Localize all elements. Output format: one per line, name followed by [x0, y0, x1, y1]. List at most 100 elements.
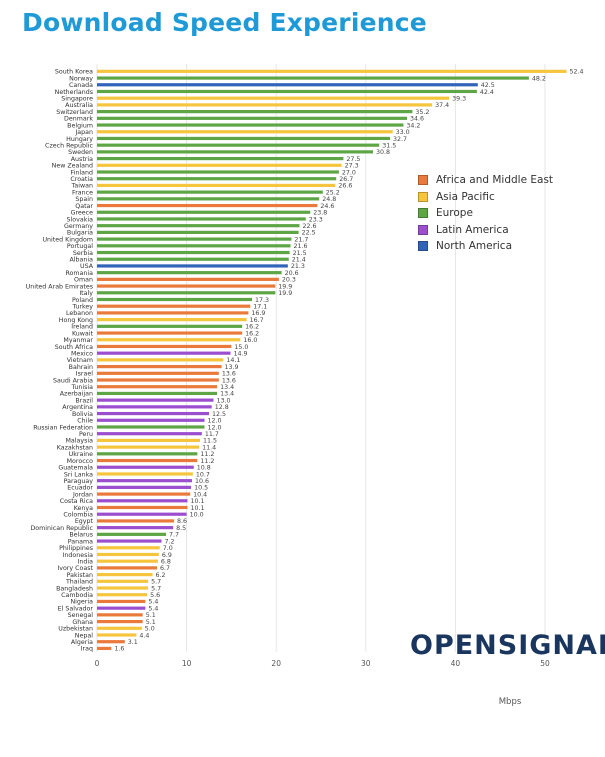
value-label: 26.7 [339, 176, 353, 183]
bar [97, 465, 194, 469]
value-label: 16.2 [245, 330, 259, 337]
bar [97, 351, 231, 355]
category-label: Myanmar [63, 337, 93, 344]
value-label: 48.2 [532, 75, 546, 82]
bar [97, 324, 243, 328]
category-label: Switzerland [56, 109, 93, 116]
value-label: 23.3 [309, 216, 323, 223]
value-label: 21.3 [291, 263, 305, 270]
value-label: 5.4 [148, 599, 158, 606]
value-label: 10.1 [190, 498, 204, 505]
bar [97, 230, 299, 234]
legend-swatch [418, 208, 428, 218]
bar [97, 425, 205, 429]
chart-title: Download Speed Experience [22, 8, 427, 37]
category-label: Sweden [68, 149, 93, 156]
category-label: Argentina [62, 404, 93, 411]
bar [97, 526, 174, 530]
x-tick-label: 10 [182, 659, 192, 668]
value-label: 12.5 [212, 411, 226, 418]
legend: Africa and Middle East Asia Pacific Europe… [418, 172, 553, 255]
category-label: Norway [69, 75, 93, 82]
category-label: France [72, 189, 93, 196]
category-label: Canada [69, 82, 93, 89]
category-label: Chile [77, 418, 93, 425]
category-label: Italy [79, 290, 93, 297]
category-label: Uzbekistan [58, 626, 93, 633]
bar [97, 76, 529, 80]
bar [97, 559, 158, 563]
bar [97, 519, 175, 523]
value-label: 16.0 [243, 337, 257, 344]
category-label: Colombia [63, 512, 93, 519]
bar [97, 546, 160, 550]
legend-swatch [418, 191, 428, 202]
value-label: 11.5 [203, 438, 217, 445]
value-label: 24.8 [322, 196, 336, 203]
bar [97, 418, 205, 422]
value-label: 10.7 [196, 471, 210, 478]
value-label: 23.8 [313, 210, 327, 217]
bar [97, 505, 188, 510]
value-label: 42.4 [480, 89, 494, 96]
category-label: Bahrain [69, 364, 93, 371]
value-label: 16.9 [251, 310, 265, 317]
bar [97, 123, 404, 127]
category-label: Hong Kong [59, 317, 93, 324]
value-label: 24.6 [320, 203, 334, 210]
bar [97, 257, 289, 261]
category-label: USA [80, 263, 94, 270]
bar [97, 143, 380, 147]
value-label: 27.5 [346, 156, 360, 163]
bar [97, 224, 300, 228]
bar [97, 593, 148, 597]
category-label: Egypt [75, 518, 94, 525]
value-label: 27.3 [345, 163, 359, 170]
value-label: 11.4 [202, 444, 216, 451]
bar [97, 163, 342, 167]
bar [97, 566, 158, 570]
category-label: Oman [74, 277, 93, 284]
value-label: 32.7 [393, 136, 407, 143]
value-label: 20.3 [282, 277, 296, 284]
bar [97, 586, 149, 590]
value-label: 13.0 [216, 397, 230, 404]
bar [97, 136, 390, 141]
legend-swatch [418, 175, 428, 185]
category-label: Israel [76, 371, 93, 378]
x-tick-label: 50 [540, 659, 550, 668]
value-label: 31.5 [382, 142, 396, 149]
category-label: Malaysia [65, 438, 93, 445]
category-label: Finland [70, 169, 93, 176]
category-label: Belarus [69, 532, 93, 539]
category-label: Algeria [71, 639, 93, 646]
category-label: Kazakhstan [57, 444, 93, 451]
category-label: Albania [69, 257, 93, 264]
bar [97, 573, 153, 577]
bar [97, 599, 146, 604]
category-label: Nigeria [70, 599, 93, 606]
bar [97, 217, 306, 221]
bar [97, 385, 218, 389]
bar [97, 96, 450, 100]
bar [97, 452, 198, 456]
category-label: Peru [79, 431, 93, 438]
category-label: Portugal [67, 243, 93, 250]
bar [97, 438, 201, 443]
value-label: 7.7 [169, 532, 179, 539]
value-label: 5.1 [146, 619, 156, 626]
category-label: Romania [65, 270, 93, 277]
category-label: New Zealand [52, 163, 93, 170]
value-label: 6.9 [162, 552, 172, 559]
value-label: 12.0 [208, 424, 222, 431]
category-label: United Kingdom [42, 236, 93, 243]
bar [97, 626, 142, 630]
value-label: 4.4 [139, 632, 149, 639]
legend-label: North America [436, 240, 513, 252]
x-axis-label: Mbps [499, 697, 522, 707]
bar [97, 297, 253, 302]
value-label: 10.5 [194, 485, 208, 492]
value-label: 34.6 [410, 116, 424, 123]
bar [97, 237, 292, 241]
